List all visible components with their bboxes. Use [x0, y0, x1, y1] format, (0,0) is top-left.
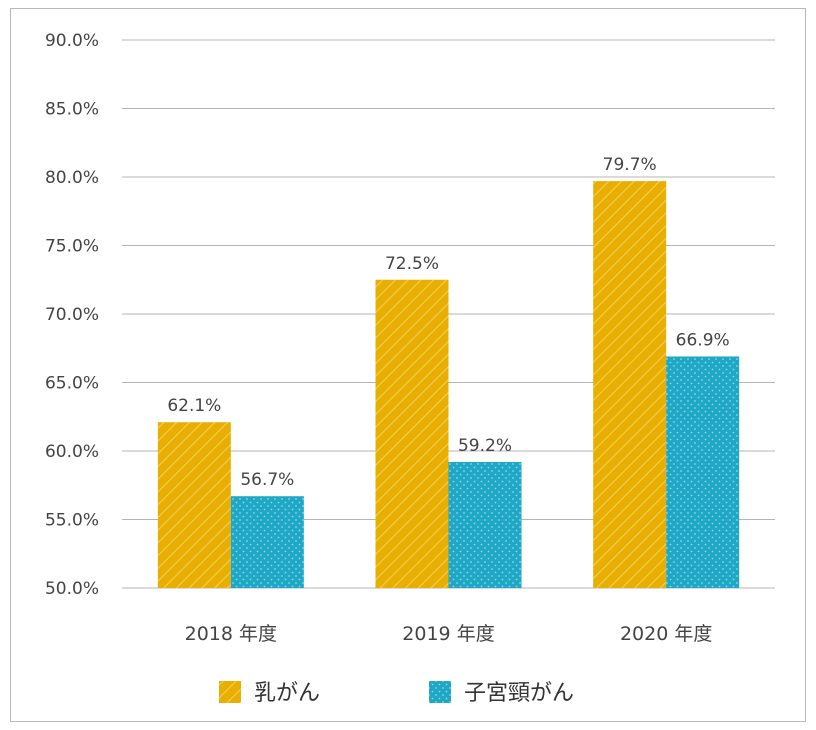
x-axis-category-labels: 2018 年度 2019 年度 2020 年度 [185, 623, 713, 645]
y-tick-label: 75.0% [45, 237, 99, 257]
y-tick-label: 55.0% [45, 511, 99, 531]
bar-breast-cancer [157, 422, 231, 588]
y-axis-tick-labels: 50.0% 55.0% 60.0% 65.0% 70.0% 75.0% 80.0% 85.0%… [45, 31, 99, 599]
y-tick-label: 60.0% [45, 442, 99, 462]
y-tick-label: 90.0% [45, 31, 99, 51]
data-label: 56.7% [240, 470, 294, 490]
data-label: 72.5% [385, 254, 439, 274]
bar-cervical-cancer [448, 461, 522, 588]
data-label: 79.7% [603, 155, 657, 175]
x-category-label: 2020 年度 [620, 623, 712, 645]
y-tick-label: 80.0% [45, 168, 99, 188]
y-tick-label: 50.0% [45, 579, 99, 599]
y-tick-label: 70.0% [45, 305, 99, 325]
legend: 乳がん 子宮頸がん [219, 681, 574, 706]
y-tick-label: 65.0% [45, 374, 99, 394]
x-category-label: 2019 年度 [402, 623, 494, 645]
legend-label: 子宮頸がん [464, 681, 574, 706]
x-category-label: 2018 年度 [185, 623, 277, 645]
legend-item-cervical-cancer: 子宮頸がん [429, 681, 574, 706]
data-label: 66.9% [676, 330, 730, 350]
bar-cervical-cancer [666, 356, 740, 588]
bar-cervical-cancer [230, 496, 304, 588]
data-label: 62.1% [167, 396, 221, 416]
y-tick-label: 85.0% [45, 100, 99, 120]
bars [157, 181, 740, 589]
bar-breast-cancer [375, 279, 449, 588]
legend-swatch [219, 681, 241, 703]
data-labels: 62.1% 56.7% 72.5% 59.2% 79.7% 66.9% [167, 155, 729, 490]
bar-breast-cancer [593, 181, 667, 589]
legend-label: 乳がん [254, 681, 320, 706]
legend-item-breast-cancer: 乳がん [219, 681, 320, 706]
data-label: 59.2% [458, 436, 512, 456]
legend-swatch [429, 681, 451, 703]
